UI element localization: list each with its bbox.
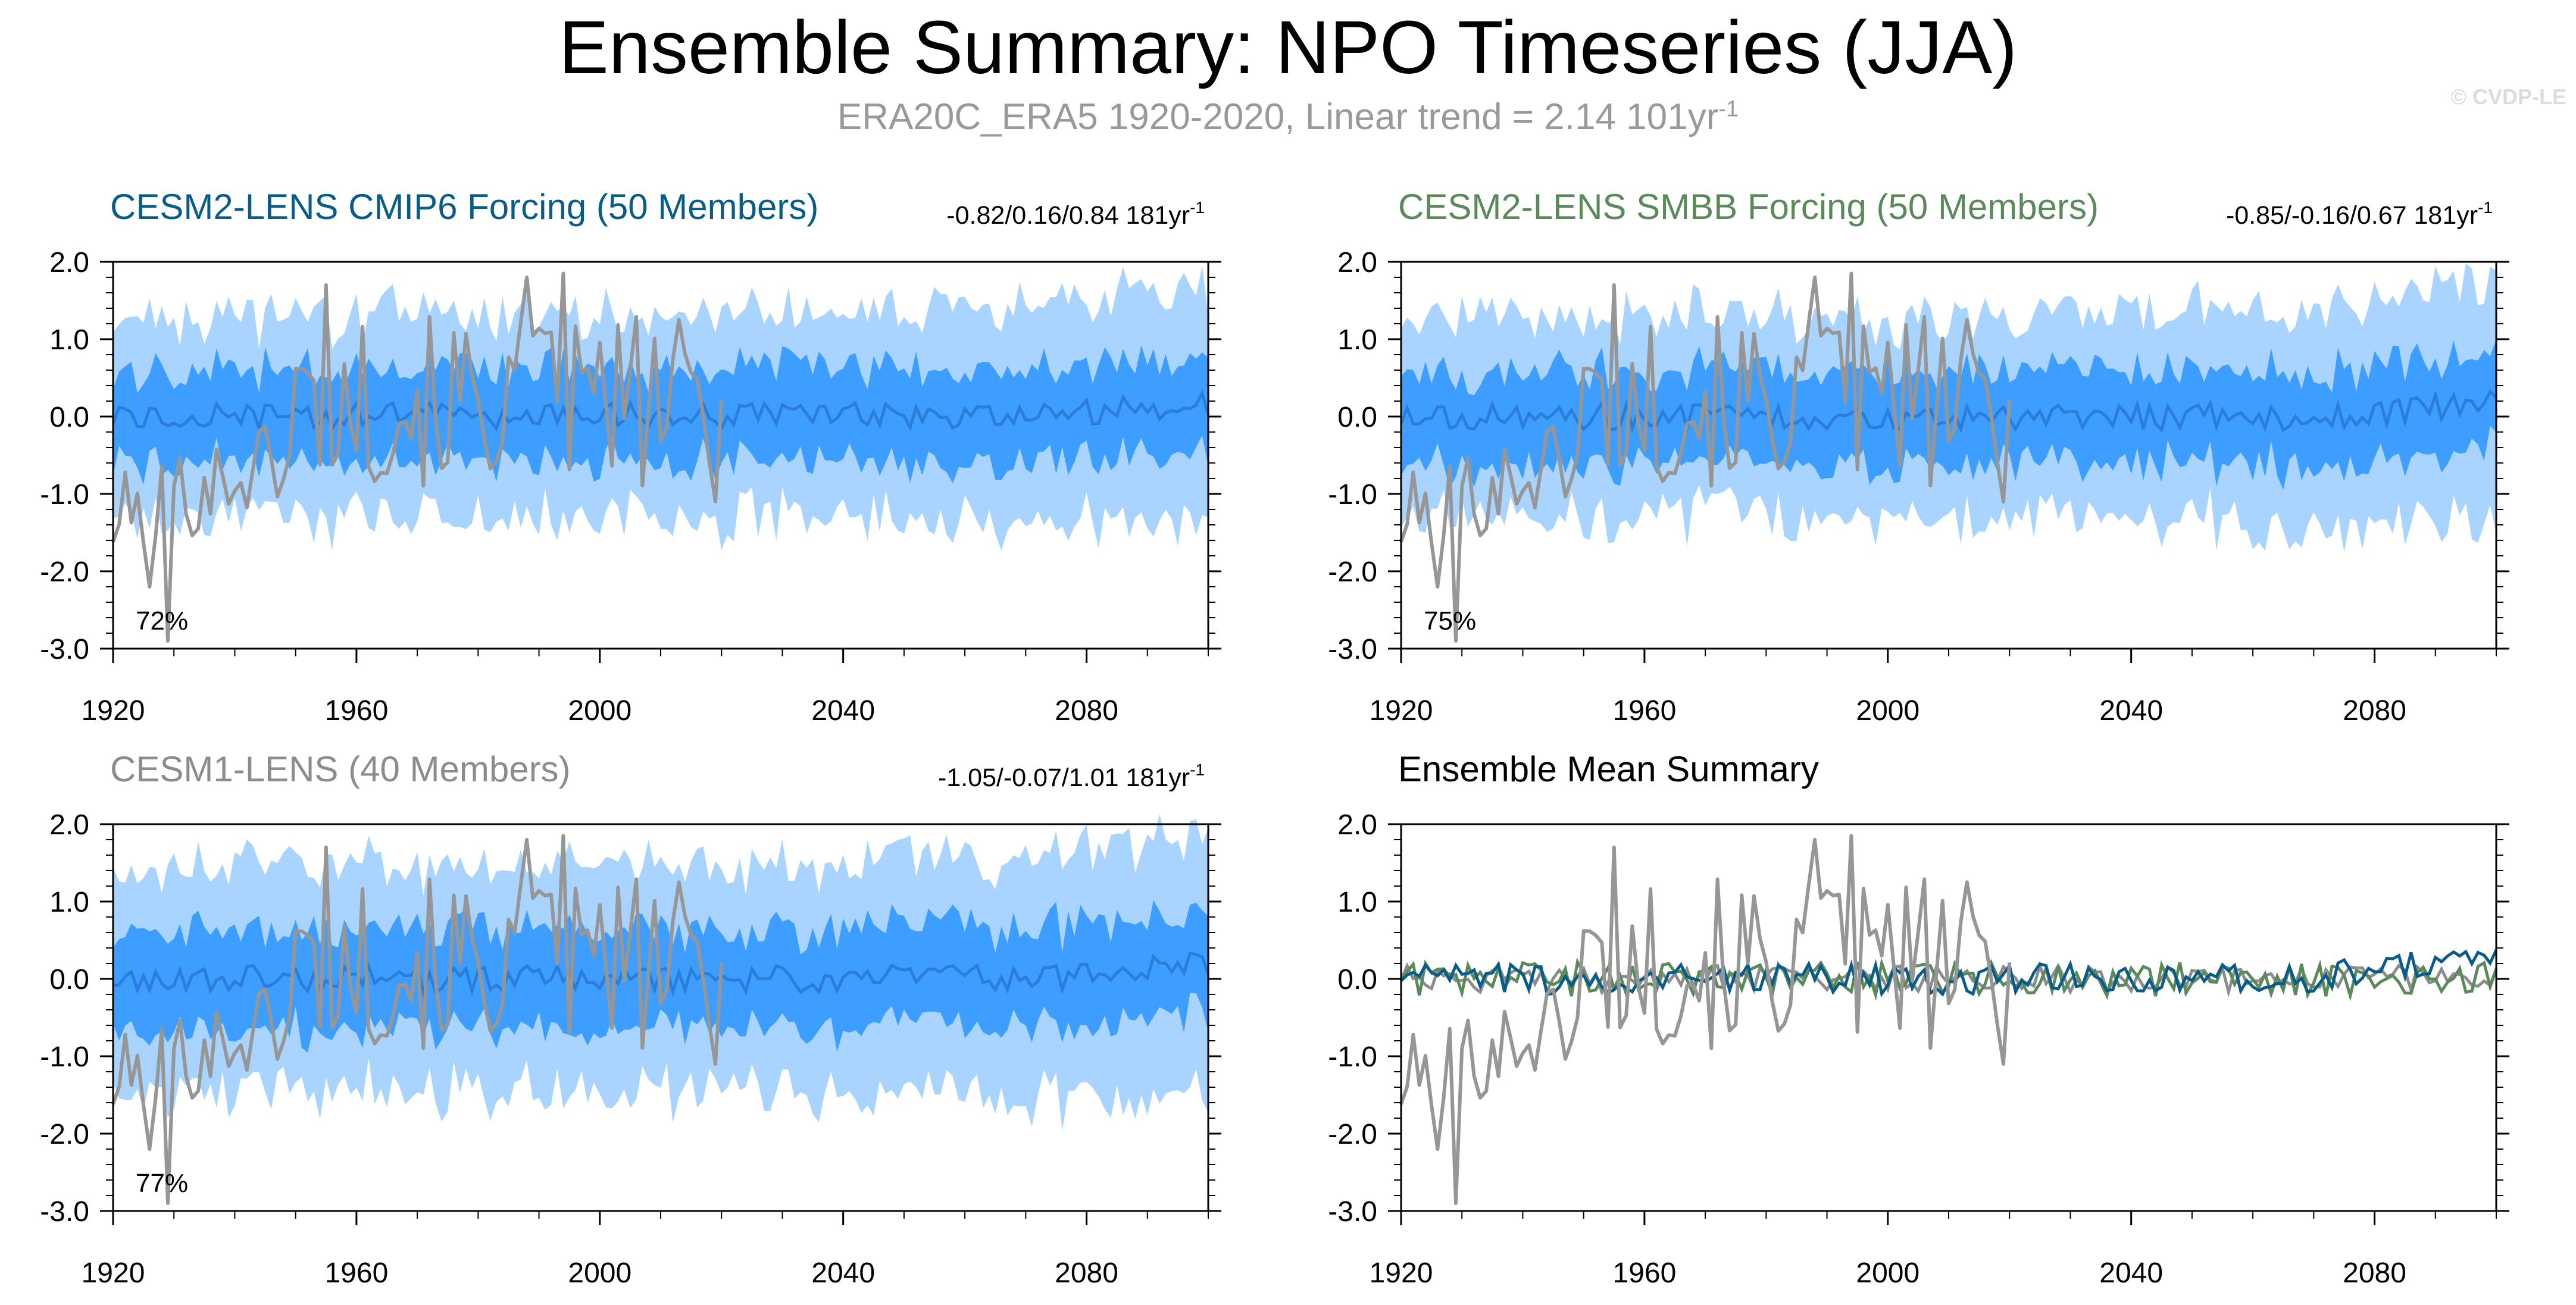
subtitle-superscript: -1 [1718,96,1739,122]
y-tick-label: -2.0 [1328,1119,1377,1150]
y-tick-label: -3.0 [1328,634,1377,665]
panel-stats-superscript: -1 [1190,198,1205,217]
y-tick-label: 1.0 [1337,887,1377,918]
percent-label: 75% [1424,606,1476,636]
panel-cesm1: CESM1-LENS (40 Members) -1.05/-0.07/1.01 … [40,749,1221,1289]
x-tick-label: 2080 [2343,1257,2406,1289]
y-tick-label: 2.0 [49,247,89,278]
y-tick-label: -2.0 [1328,556,1377,588]
y-tick-label: 0.0 [49,964,89,996]
y-tick-label: 1.0 [49,887,89,918]
x-tick-label: 2000 [568,695,632,727]
y-tick-label: -3.0 [40,1196,89,1228]
panel-cesm2-cmip6: CESM2-LENS CMIP6 Forcing (50 Members) -0.… [40,187,1221,727]
panel-stats: -1.05/-0.07/1.01 181yr-1 [938,761,1205,792]
y-tick-label: 0.0 [1337,402,1377,433]
panel-cesm2-smbb: CESM2-LENS SMBB Forcing (50 Members) -0.8… [1328,187,2509,727]
panel-stats: -0.85/-0.16/0.67 181yr-1 [2226,198,2493,230]
x-tick-label: 1960 [324,1257,388,1289]
y-tick-label: 2.0 [1337,247,1377,278]
y-tick-label: -3.0 [1328,1196,1377,1228]
x-tick-label: 2000 [1856,695,1920,727]
x-tick-label: 1920 [1370,1257,1433,1289]
y-tick-label: 0.0 [49,402,89,433]
x-tick-label: 1920 [1370,695,1433,727]
x-tick-label: 1960 [324,695,388,727]
panel-title: Ensemble Mean Summary [1398,749,1819,789]
observations-line [111,271,724,643]
x-tick-label: 2040 [811,695,875,727]
y-tick-label: -1.0 [1328,1041,1377,1073]
percent-label: 77% [136,1169,188,1198]
x-tick-label: 2040 [2099,1257,2163,1289]
y-tick-label: -1.0 [40,479,89,511]
x-tick-label: 1960 [1612,1257,1676,1289]
ensemble-mean-line [111,389,1210,434]
x-tick-label: 1920 [82,1257,145,1289]
panel-title: CESM1-LENS (40 Members) [110,749,571,789]
subtitle-text: ERA20C_ERA5 1920-2020, Linear trend = 2.… [837,96,1719,137]
y-tick-label: -1.0 [1328,479,1377,511]
x-tick-label: 1920 [82,695,145,727]
y-tick-label: 1.0 [1337,324,1377,356]
x-tick-label: 2000 [1856,1257,1920,1289]
observations-line [1399,271,2012,643]
panel-title: CESM2-LENS SMBB Forcing (50 Members) [1398,187,2099,227]
x-tick-label: 2040 [2099,695,2163,727]
x-tick-label: 1960 [1612,695,1676,727]
y-tick-label: -1.0 [40,1041,89,1073]
y-tick-label: 2.0 [49,809,89,841]
x-tick-label: 2080 [2343,695,2406,727]
y-tick-label: 2.0 [1337,809,1377,841]
panel-stats-superscript: -1 [1190,761,1205,779]
ensemble-mean-line [112,951,1210,998]
y-tick-label: -3.0 [40,634,89,665]
y-tick-label: -2.0 [40,556,89,588]
x-tick-label: 2080 [1055,695,1118,727]
page-title: Ensemble Summary: NPO Timeseries (JJA) [558,5,2018,89]
copyright-label: © CVDP-LE [2450,85,2566,109]
percent-label: 72% [136,606,188,636]
panel-stats-superscript: -1 [2478,198,2493,217]
x-tick-label: 2080 [1055,1257,1118,1289]
panel-stats: -0.82/0.16/0.84 181yr-1 [946,198,1205,230]
panel-title: CESM2-LENS CMIP6 Forcing (50 Members) [110,187,818,227]
plot-frame [1400,823,2497,1212]
panel-ensemble-mean-summary: Ensemble Mean Summary 2.0 1.0 0.0 -1.0 -2.0 -3… [1328,749,2509,1289]
y-tick-label: 0.0 [1337,964,1377,996]
observations-line [111,834,724,1205]
x-tick-label: 2000 [568,1257,632,1289]
y-tick-label: 1.0 [49,324,89,356]
page-subtitle: ERA20C_ERA5 1920-2020, Linear trend = 2.… [0,95,2576,139]
x-tick-label: 2040 [811,1257,875,1289]
y-tick-label: -2.0 [40,1119,89,1150]
observations-line [1399,834,2012,1205]
